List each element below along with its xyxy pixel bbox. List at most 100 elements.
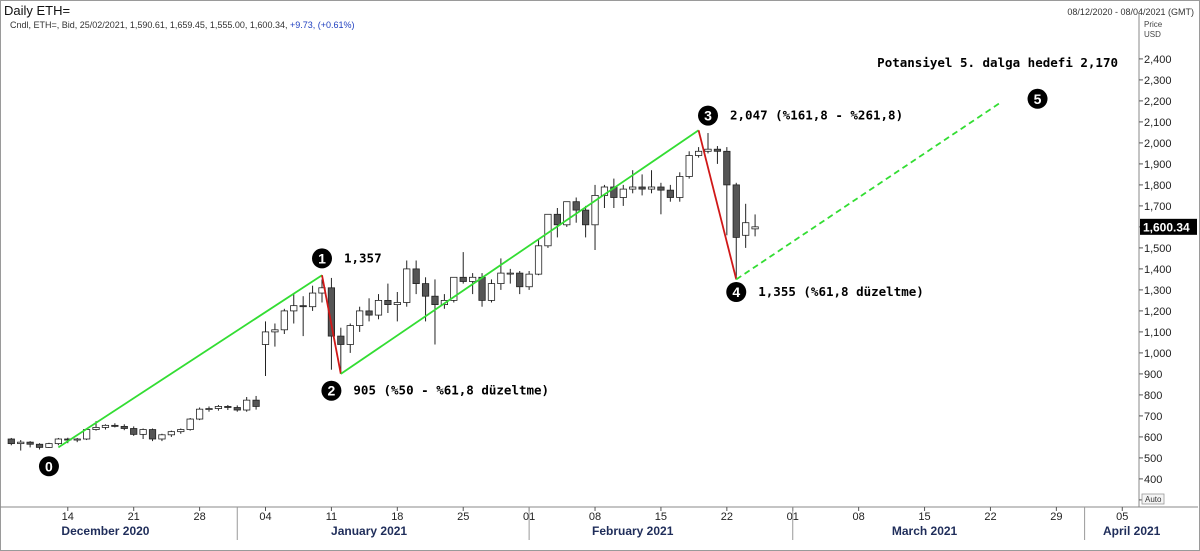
y-tick-label: 1,500 [1144,243,1172,255]
y-tick-label: 1,400 [1144,264,1172,276]
y-tick-label: 2,400 [1144,54,1172,66]
wave-line-correction-3-4 [697,130,738,280]
candle-body [73,438,81,441]
candle-body [280,310,288,331]
y-tick-label: 2,200 [1144,96,1172,108]
wave-line-projection-4-5 [735,102,1001,281]
y-tick-label: 1,700 [1144,201,1172,213]
candles [7,133,759,451]
x-tick-label: 22 [984,511,996,523]
wave-marker-4-number: 4 [732,284,740,300]
candle-body [101,424,110,428]
candle-body [261,331,270,345]
auto-scale-box [1141,493,1165,505]
target-annotation: Potansiyel 5. dalga hedefi 2,170 [877,55,1118,70]
x-tick-label: 05 [1116,511,1128,523]
candle-body [158,434,166,440]
candle-body [7,438,15,445]
candle-body [120,425,128,429]
wave-lines [57,102,1001,449]
x-tick-label: 15 [918,511,930,523]
wave-marker-5-number: 5 [1034,91,1042,107]
candle-body [751,226,759,230]
candle-body [704,148,712,152]
candle-body [647,186,656,190]
wave-marker-0-circle [38,456,59,477]
chart-title: Daily ETH= [4,3,71,18]
candle-body [384,299,392,305]
candle-body [130,428,138,435]
y-tick-label: 900 [1144,369,1162,381]
last-price-box [1140,218,1197,235]
wave-label-3: 2,047 (%161,8 - %261,8) [730,108,903,123]
candle-body [54,438,62,445]
candle-body [421,283,430,297]
candle-body [243,399,251,411]
x-tick-label: 11 [326,511,337,523]
x-tick-label: 04 [259,511,271,523]
candle-body [26,441,34,445]
candle-body [148,429,157,440]
candle-body [224,406,232,408]
candle-body [469,276,477,282]
candle-body [45,443,53,448]
candle-body [478,276,486,301]
candle-body [572,201,580,211]
candle-body [713,148,722,152]
wave-marker-0-number: 0 [45,458,53,474]
wave-marker-1-circle [311,248,332,269]
candle-body [111,424,119,427]
candle-body [167,431,175,436]
wave-line-impulse-0-1 [57,274,323,449]
month-label: December 2020 [61,524,149,538]
legend-values: Cndl, ETH=, Bid, 25/02/2021, 1,590.61, 1… [10,20,288,30]
last-price-label: 1,600.34 [1143,220,1190,234]
x-tick-label: 08 [853,511,865,523]
wave-marker-3-number: 3 [704,108,712,124]
candle-body [92,427,100,430]
y-tick-label: 1,900 [1144,159,1172,171]
y-tick-label: 1,200 [1144,306,1172,318]
candle-body [676,176,684,198]
candle-body [534,245,543,275]
candle-body [233,407,241,411]
candle-body [487,283,496,301]
y-tick-label: 800 [1144,390,1162,402]
candle-body [17,441,25,445]
candle-body [365,310,373,316]
price-label: Price [1144,20,1163,29]
candle-body [553,213,561,226]
candle-body [393,302,401,305]
x-tick-label: 21 [128,511,140,523]
y-tick-label: 1,100 [1144,327,1172,339]
y-tick-label: 700 [1144,411,1162,423]
x-tick-label: 18 [391,511,403,523]
candle-body [177,429,185,433]
candle-body [412,268,420,284]
candle-body [35,443,44,448]
candle-body [732,184,740,238]
x-tick-label: 29 [1050,511,1062,523]
y-tick-label: 2,300 [1144,75,1172,87]
axes: 3004005006007008009001,0001,1001,2001,30… [0,14,1198,540]
candle-body [186,418,194,430]
candle-body [271,329,279,333]
x-tick-label: 25 [457,511,469,523]
wave-marker-3-circle [698,105,719,126]
candle-body [205,408,213,410]
candle-body [723,150,731,186]
y-tick-label: 2,000 [1144,138,1172,150]
y-tick-label: 1,000 [1144,348,1172,360]
candle-body [666,189,674,198]
y-tick-label: 2,100 [1144,117,1172,129]
wave-marker-1-number: 1 [318,250,326,266]
candle-body [346,325,354,345]
annotations: 1,357 905 (%50 - %61,8 düzeltme) 2,047 (%1… [344,55,1197,398]
candle-body [694,150,703,156]
candle-body [356,310,364,326]
wave-marker-4-circle [726,282,747,302]
candle-body [403,268,411,303]
candle-body [619,188,627,198]
candle-body [431,295,439,306]
